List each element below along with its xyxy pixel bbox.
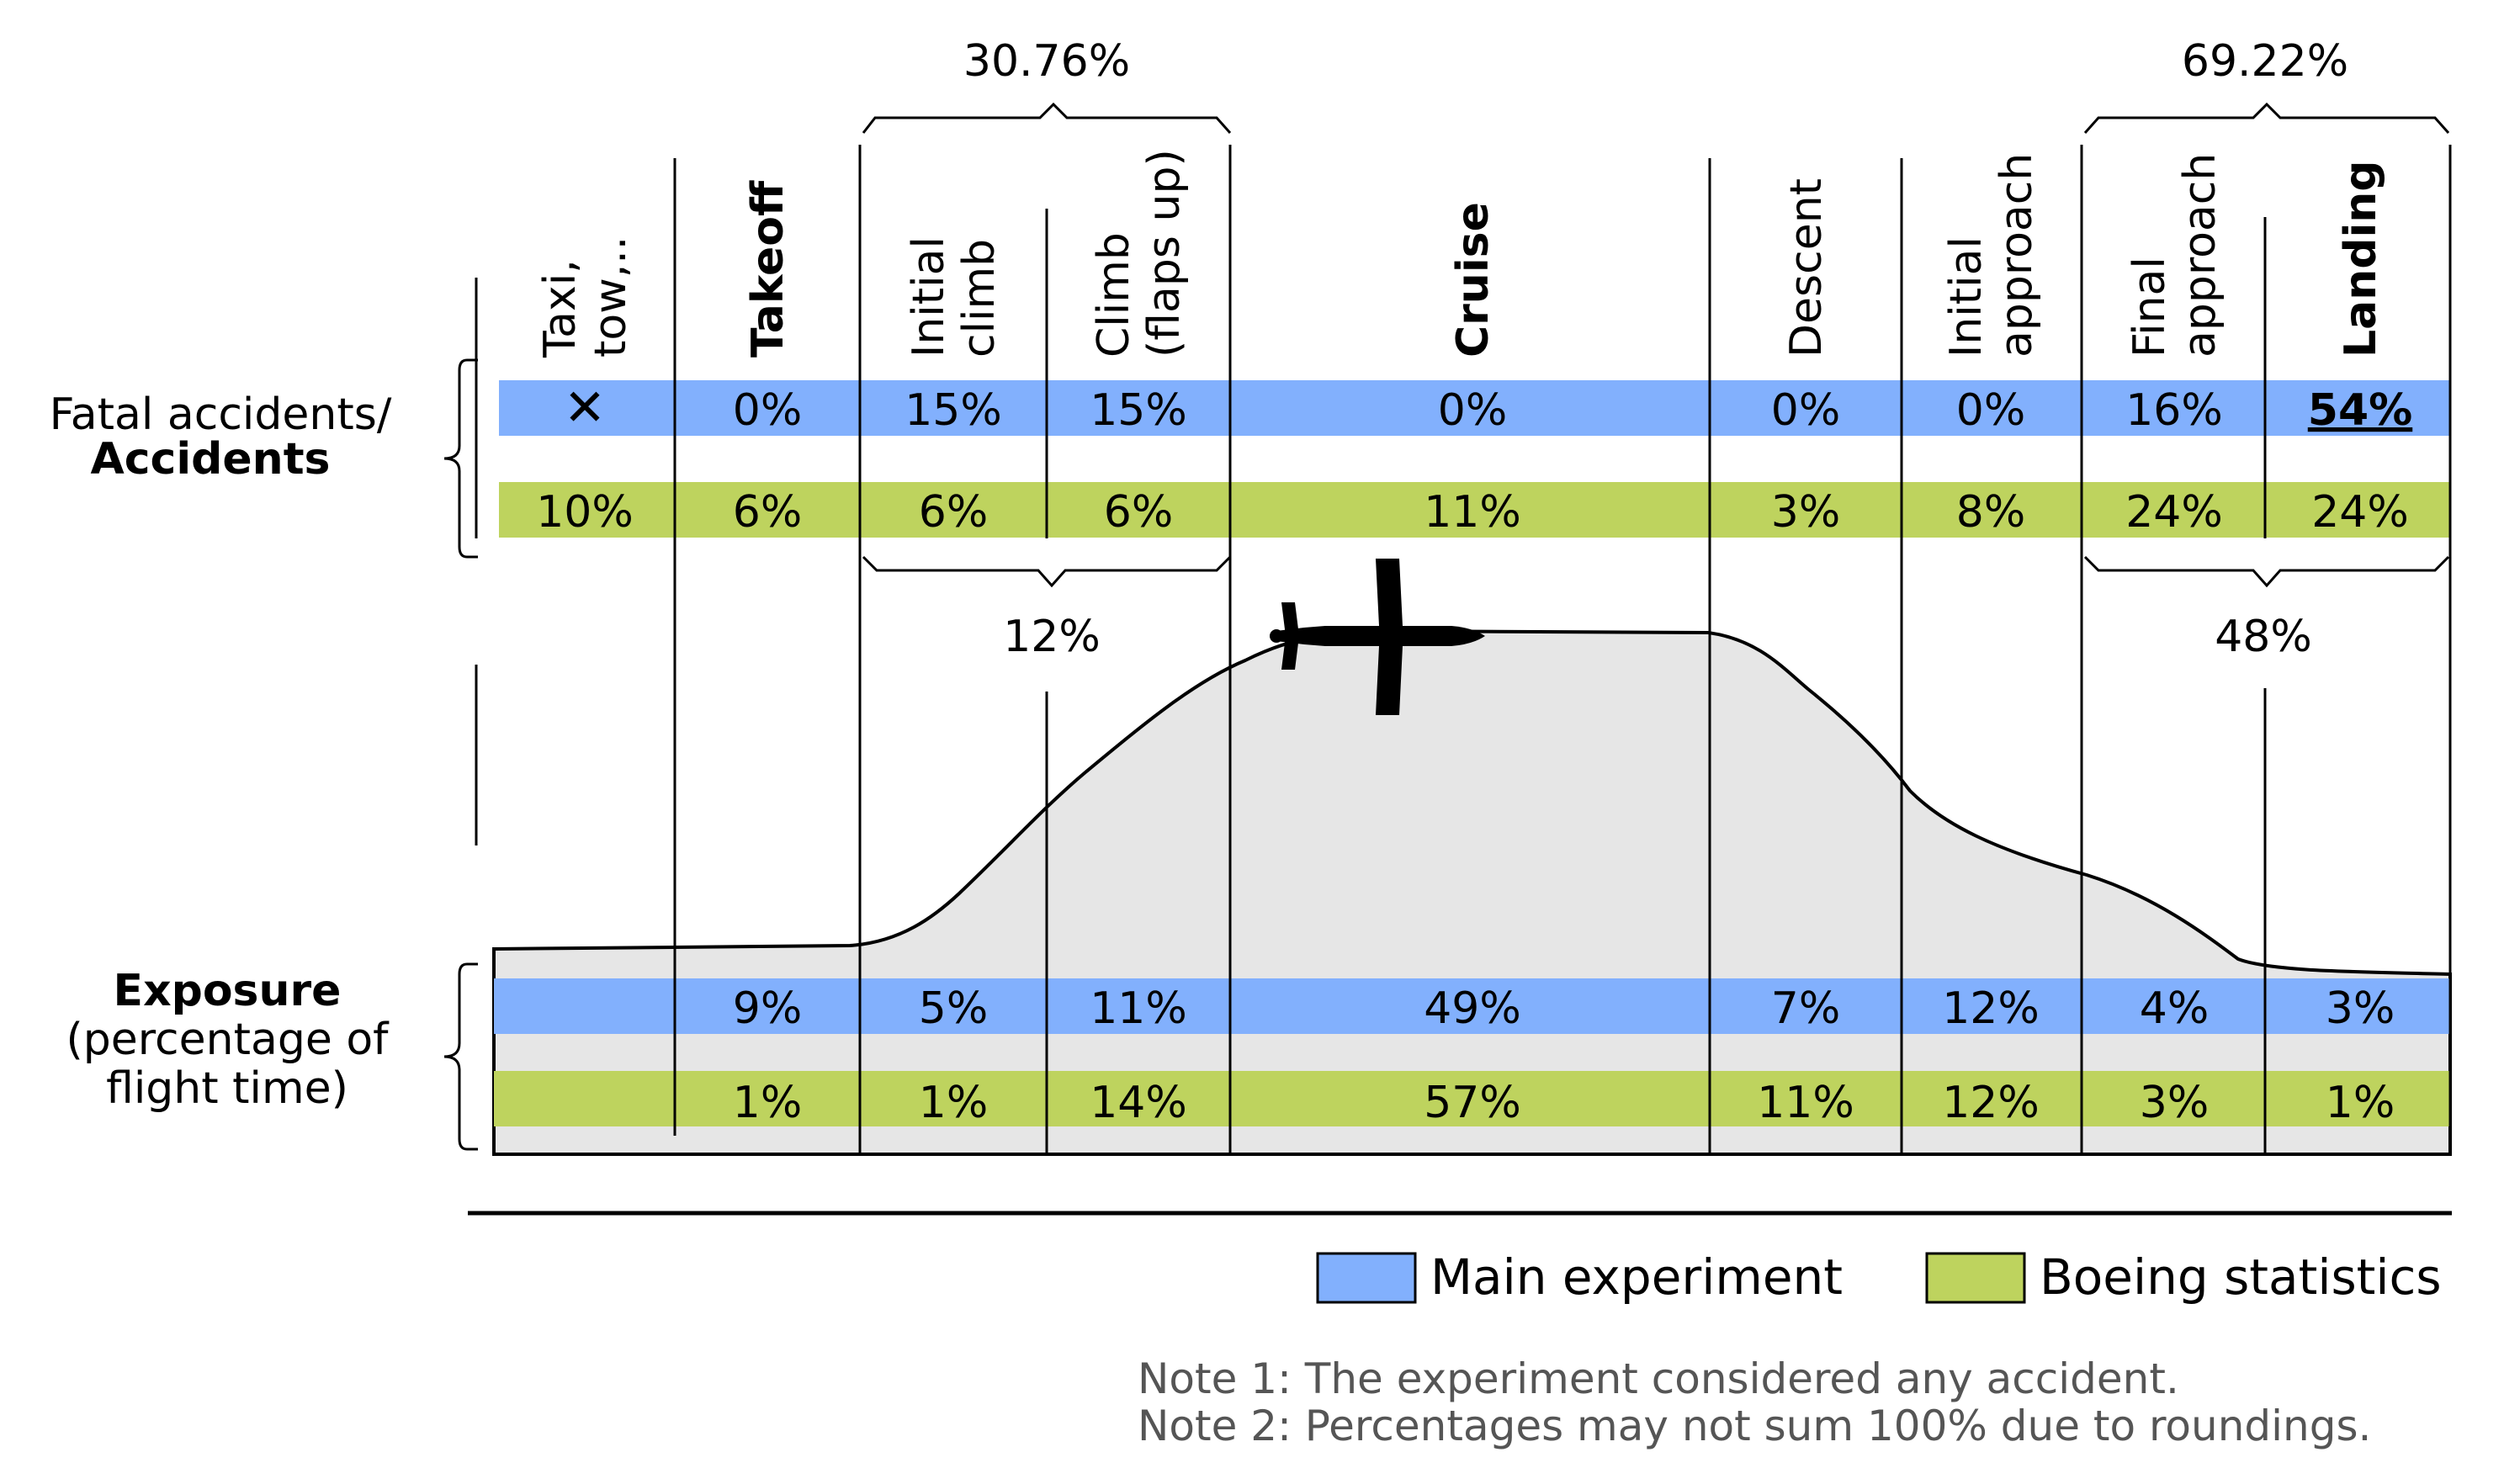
airplane-icon [1270, 559, 1485, 715]
phase-label-taxi: tow,.. [586, 236, 636, 358]
accident-boeing-cell-takeoff: 6% [733, 487, 803, 538]
accident-boeing-cell-initial-approach: 8% [1956, 487, 2026, 538]
exposure-boeing-cell-climb-flaps-up: 14% [1090, 1078, 1187, 1128]
phase-separator-lines [475, 145, 2452, 1154]
exposure-boeing-cell-landing: 1% [2326, 1078, 2395, 1128]
approach-bottom-brace [2083, 555, 2450, 588]
accident-boeing-cell-descent: 3% [1771, 487, 1841, 538]
exposure-main-cell-final-approach: 4% [2140, 983, 2210, 1034]
accidents-row-label-line1: Fatal accidents/ [50, 390, 392, 440]
accidents-boeing-bar [499, 482, 2450, 538]
accident-boeing-cell-climb-flaps-up: 6% [1104, 487, 1174, 538]
accident-main-cell-takeoff: 0% [733, 385, 803, 436]
phase-label-cruise: Cruise [1448, 202, 1499, 358]
exposure-left-brace [443, 962, 478, 1151]
exposure-boeing-cell-descent: 11% [1757, 1078, 1854, 1128]
accident-main-cell-initial-approach: 0% [1956, 385, 2026, 436]
phase-label-climb-flaps-up: Climb [1089, 232, 1139, 358]
exposure-boeing-cell-takeoff: 1% [733, 1078, 803, 1128]
accident-boeing-cell-cruise: 11% [1424, 487, 1521, 538]
phase-label-initial-climb: Initial [904, 236, 954, 358]
approach-top-brace [2083, 102, 2450, 134]
accident-main-cell-descent: 0% [1771, 385, 1841, 436]
accident-main-cell-cruise: 0% [1438, 385, 1508, 436]
accidents-main-bar [499, 380, 2450, 436]
exposure-main-cell-initial-approach: 12% [1942, 983, 2040, 1034]
phase-label-initial-climb: climb [954, 239, 1005, 358]
phase-label-initial-approach: approach [1992, 153, 2042, 358]
accident-main-cell-climb-flaps-up: 15% [1090, 385, 1187, 436]
phase-label-taxi: Taxi, [535, 259, 586, 358]
accident-boeing-cell-taxi: 10% [536, 487, 634, 538]
phase-label-takeoff: Takeoff [743, 180, 793, 358]
legend-main-swatch [1316, 1252, 1417, 1304]
phase-label-final-approach: Final [2125, 257, 2175, 358]
phase-label-final-approach: approach [2175, 153, 2225, 358]
phase-label-climb-flaps-up: (flaps up) [1139, 149, 1190, 358]
phase-label-descent: Descent [1781, 178, 1832, 358]
legend-boeing-swatch [1925, 1252, 2026, 1304]
exposure-main-cell-landing: 3% [2326, 983, 2395, 1034]
note-2: Note 2: Percentages may not sum 100% due… [1138, 1402, 2371, 1450]
exposure-boeing-bar [494, 1071, 2450, 1126]
climb-bottom-brace [862, 555, 1232, 588]
phase-label-landing: Landing [2336, 160, 2386, 358]
exposure-row-label-line2: (percentage of [66, 1015, 390, 1065]
accident-boeing-cell-final-approach: 24% [2125, 487, 2223, 538]
accident-main-cell-final-approach: 16% [2125, 385, 2223, 436]
climb-top-percentage: 30.76% [963, 36, 1130, 87]
exposure-row-label-line3: flight time) [106, 1063, 348, 1114]
exposure-main-cell-cruise: 49% [1424, 983, 1521, 1034]
exposure-main-cell-takeoff: 9% [733, 983, 803, 1034]
legend-boeing-label: Boeing statistics [2040, 1248, 2442, 1306]
exposure-boeing-cell-cruise: 57% [1424, 1078, 1521, 1128]
exposure-boeing-cell-initial-approach: 12% [1942, 1078, 2040, 1128]
exposure-main-cell-climb-flaps-up: 11% [1090, 983, 1187, 1034]
exposure-main-bar [494, 978, 2450, 1034]
climb-bottom-percentage: 12% [1003, 612, 1101, 662]
accident-boeing-cell-initial-climb: 6% [919, 487, 989, 538]
accident-main-cell-taxi: ✕ [564, 379, 606, 437]
approach-bottom-percentage: 48% [2215, 612, 2312, 662]
accidents-row-label-line2: Accidents [90, 434, 330, 485]
climb-top-brace [862, 102, 1232, 134]
exposure-boeing-cell-final-approach: 3% [2140, 1078, 2210, 1128]
value-cells: ✕ 0% 15% 15% 0% 0% 0% 16% 54% 10% 6% 6% 6% 11% 3% 8% 24%… [536, 379, 2412, 1128]
accident-boeing-cell-landing: 24% [2311, 487, 2409, 538]
phase-label-initial-approach: Initial [1941, 236, 1992, 358]
exposure-main-cell-initial-climb: 5% [919, 983, 989, 1034]
approach-top-percentage: 69.22% [2182, 36, 2348, 87]
exposure-row-label-line1: Exposure [114, 966, 342, 1016]
exposure-boeing-cell-initial-climb: 1% [919, 1078, 989, 1128]
accident-main-cell-initial-climb: 15% [905, 385, 1002, 436]
accidents-left-brace [443, 358, 478, 559]
accident-main-cell-landing: 54% [2308, 385, 2412, 436]
phase-labels: Taxi, tow,.. Takeoff Initial climb Climb (flap… [535, 149, 2386, 358]
note-1: Note 1: The experiment considered any ac… [1138, 1354, 2179, 1403]
exposure-main-cell-descent: 7% [1771, 983, 1841, 1034]
legend-main-label: Main experiment [1430, 1248, 1843, 1306]
